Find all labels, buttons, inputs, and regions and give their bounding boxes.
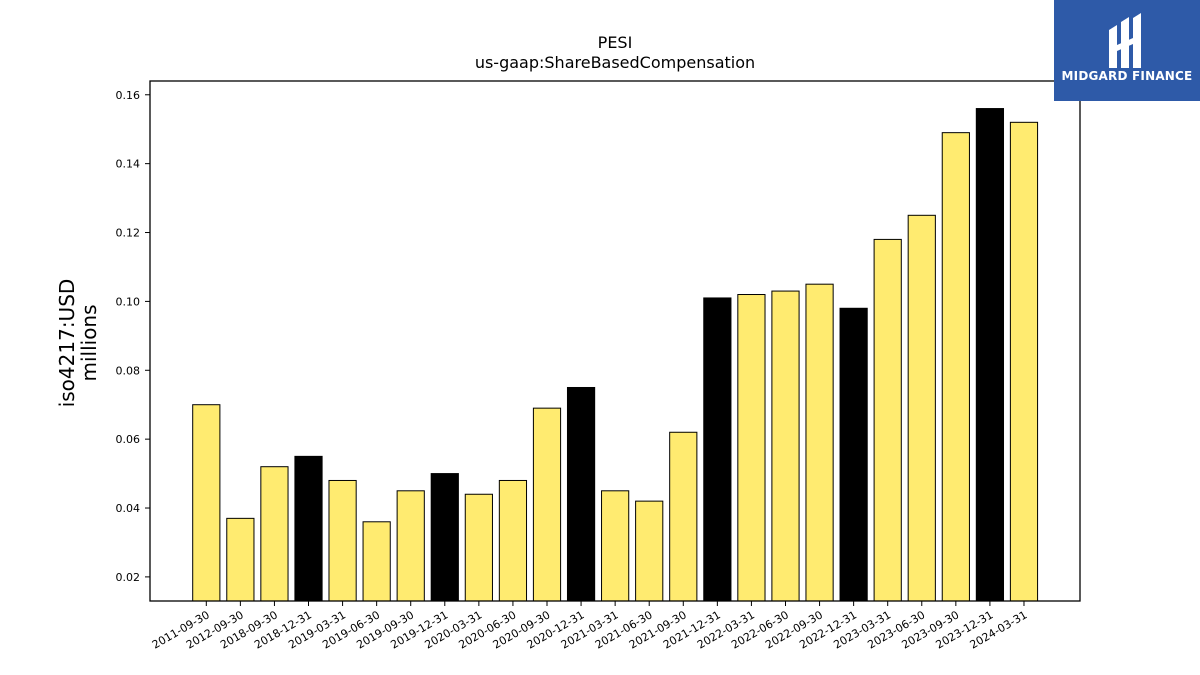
bar: [396, 490, 425, 602]
bar: [362, 521, 391, 602]
bar: [669, 431, 698, 602]
chart-subtitle: us-gaap:ShareBasedCompensation: [475, 53, 755, 72]
y-tick-label: 0.12: [116, 227, 141, 240]
bar: [907, 214, 936, 602]
bar: [873, 238, 902, 602]
y-axis-label-group: iso4217:USD millions: [55, 279, 101, 408]
chart-title: PESI: [598, 33, 633, 52]
bar: [771, 290, 800, 602]
bar: [260, 466, 289, 602]
bar: [430, 473, 459, 602]
bar: [464, 493, 493, 602]
bar: [532, 407, 562, 602]
y-tick-label: 0.14: [116, 158, 141, 171]
y-tick-label: 0.16: [116, 89, 141, 102]
bar: [566, 386, 596, 602]
bar: [805, 283, 834, 602]
bar: [737, 294, 766, 602]
bar: [839, 307, 868, 602]
brand-logo: MIDGARD FINANCE: [1054, 0, 1200, 101]
bar: [1009, 121, 1039, 602]
y-tick-label: 0.10: [116, 295, 141, 308]
y-axis-label: iso4217:USD: [55, 279, 79, 408]
bar: [226, 517, 255, 602]
bar: [192, 404, 221, 602]
bar: [975, 108, 1005, 602]
bar: [294, 455, 323, 602]
logo-text: MIDGARD FINANCE: [1061, 69, 1193, 83]
midgard-logo-icon: [1109, 13, 1141, 68]
y-axis-unit: millions: [77, 304, 101, 381]
bar: [635, 500, 664, 602]
bar: [601, 490, 630, 602]
y-tick-label: 0.04: [116, 502, 141, 515]
y-tick-label: 0.06: [116, 433, 141, 446]
y-tick-label: 0.02: [116, 571, 141, 584]
bar: [328, 479, 357, 602]
bar: [941, 132, 970, 602]
bar: [498, 479, 528, 602]
bar: [703, 297, 732, 602]
y-tick-label: 0.08: [116, 364, 141, 377]
plot-area: 0.020.040.060.080.100.120.140.162011-09-…: [116, 80, 1081, 652]
